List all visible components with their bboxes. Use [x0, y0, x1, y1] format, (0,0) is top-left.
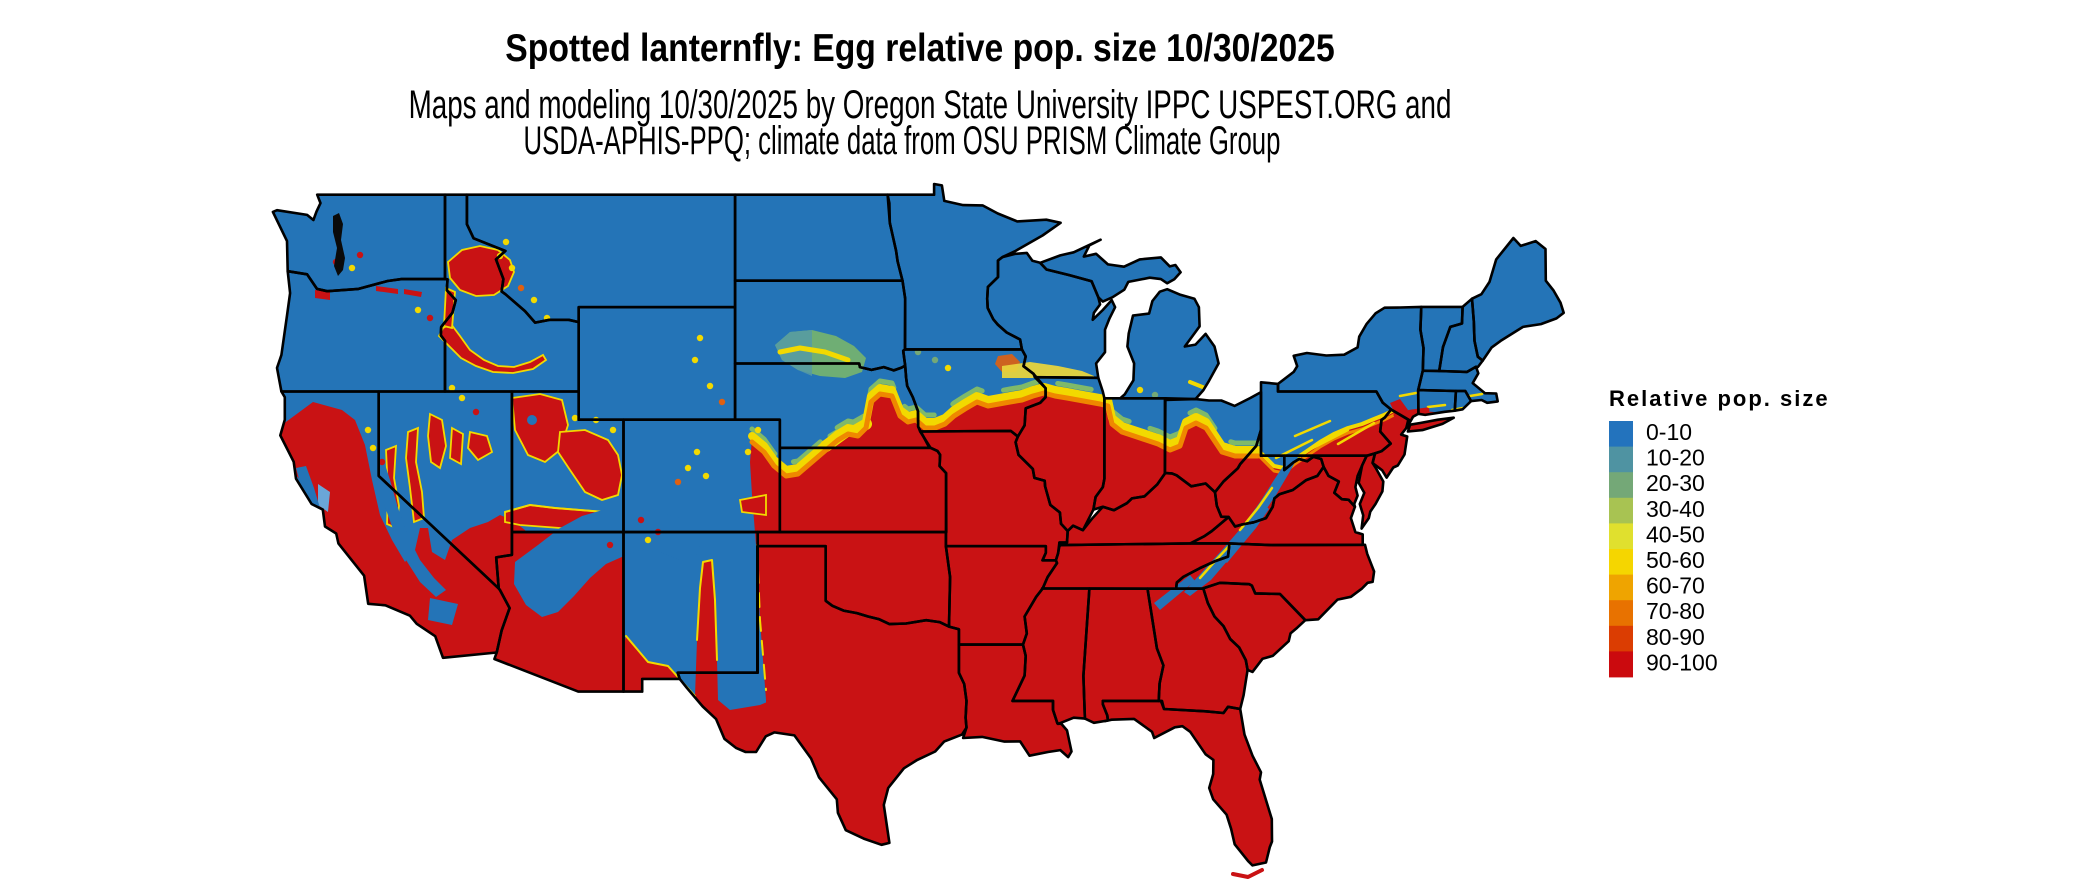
svg-text:0-10: 0-10 — [1646, 419, 1692, 445]
svg-text:60-70: 60-70 — [1646, 573, 1705, 599]
svg-text:40-50: 40-50 — [1646, 521, 1705, 547]
svg-text:70-80: 70-80 — [1646, 598, 1705, 624]
svg-text:30-40: 30-40 — [1646, 496, 1705, 522]
svg-text:Relative pop. size: Relative pop. size — [1609, 386, 1830, 411]
svg-text:20-30: 20-30 — [1646, 470, 1705, 496]
svg-text:Spotted lanternfly: Egg relati: Spotted lanternfly: Egg relative pop. si… — [505, 26, 1334, 70]
svg-text:10-20: 10-20 — [1646, 445, 1705, 471]
svg-text:80-90: 80-90 — [1646, 624, 1705, 650]
svg-text:Maps and modeling 10/30/2025 b: Maps and modeling 10/30/2025 by Oregon S… — [409, 83, 1452, 127]
svg-text:USDA-APHIS-PPQ; climate data f: USDA-APHIS-PPQ; climate data from OSU PR… — [524, 120, 1281, 164]
svg-text:90-100: 90-100 — [1646, 649, 1718, 675]
svg-text:50-60: 50-60 — [1646, 547, 1705, 573]
